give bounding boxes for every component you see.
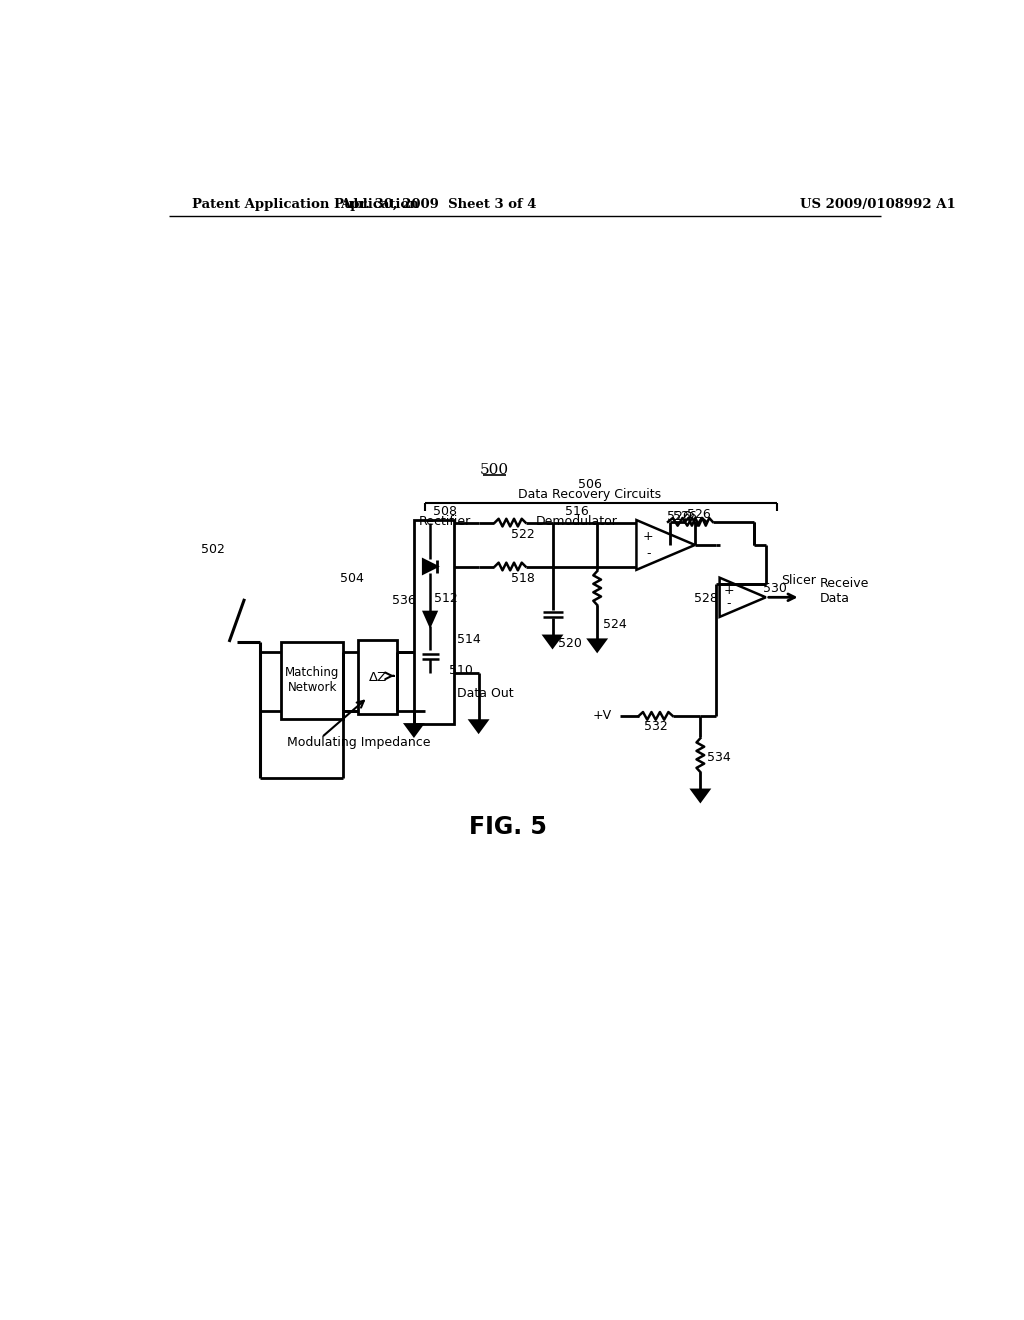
Text: Receive
Data: Receive Data (819, 577, 869, 605)
Text: Slicer: Slicer (781, 574, 816, 587)
Text: 526: 526 (674, 510, 697, 523)
Text: 528: 528 (694, 593, 718, 606)
Text: 536: 536 (392, 594, 416, 607)
Text: Data Out: Data Out (457, 686, 514, 700)
Text: -: - (727, 597, 731, 610)
Polygon shape (544, 636, 561, 647)
Text: Modulating Impedance: Modulating Impedance (287, 735, 430, 748)
Text: +V: +V (593, 709, 611, 722)
Text: Patent Application Publication: Patent Application Publication (193, 198, 419, 211)
Bar (358, 640, 397, 714)
Text: Demodulator: Demodulator (537, 515, 618, 528)
Text: US 2009/0108992 A1: US 2009/0108992 A1 (801, 198, 956, 211)
Polygon shape (406, 725, 422, 737)
Bar (414, 520, 454, 725)
Text: 530: 530 (764, 582, 787, 594)
Text: 514: 514 (457, 634, 481, 647)
Text: 510: 510 (450, 664, 473, 677)
Text: 508: 508 (433, 506, 457, 519)
Text: Rectifier: Rectifier (419, 515, 471, 528)
Text: 504: 504 (340, 573, 364, 585)
Text: 520: 520 (558, 638, 582, 649)
Text: Matching
Network: Matching Network (285, 667, 340, 694)
Text: 526: 526 (667, 510, 690, 523)
Polygon shape (470, 721, 487, 733)
Text: ΔZ: ΔZ (369, 671, 387, 684)
Text: 502: 502 (201, 543, 224, 556)
Text: 512: 512 (434, 593, 458, 606)
Text: 524: 524 (603, 618, 627, 631)
Polygon shape (424, 612, 436, 626)
Text: 516: 516 (565, 506, 589, 519)
Text: -: - (646, 546, 650, 560)
Text: FIG. 5: FIG. 5 (469, 814, 547, 838)
Text: Data Recovery Circuits: Data Recovery Circuits (518, 488, 662, 502)
Text: 526: 526 (687, 508, 711, 520)
Text: 522: 522 (511, 528, 535, 541)
Text: 532: 532 (644, 721, 668, 733)
Text: +: + (724, 585, 734, 598)
Text: 534: 534 (707, 751, 730, 764)
Text: 518: 518 (511, 572, 535, 585)
Text: Apr. 30, 2009  Sheet 3 of 4: Apr. 30, 2009 Sheet 3 of 4 (340, 198, 537, 211)
Bar (282, 642, 343, 719)
Text: 506: 506 (578, 478, 601, 491)
Polygon shape (423, 560, 437, 573)
Text: 500: 500 (479, 463, 509, 478)
Polygon shape (589, 640, 605, 651)
Polygon shape (692, 789, 709, 801)
Text: +: + (643, 531, 653, 544)
